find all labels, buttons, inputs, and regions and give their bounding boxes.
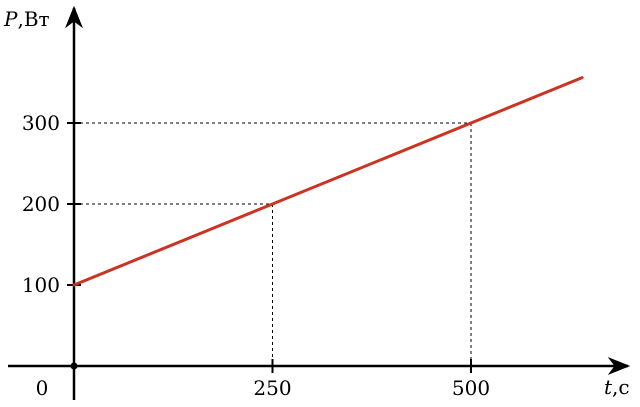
- y-axis-var: P: [3, 7, 18, 31]
- x-tick-label-500: 500: [452, 376, 490, 400]
- y-axis-title: P,Вт: [3, 7, 50, 31]
- x-axis-title: t,с: [604, 375, 630, 399]
- y-tick-label-100: 100: [22, 273, 60, 297]
- x-axis-unit: ,с: [612, 375, 630, 399]
- series-line-0: [72, 76, 584, 287]
- y-tick-label-200: 200: [22, 192, 60, 216]
- y-tick-label-300: 300: [22, 111, 60, 135]
- x-axis-var: t: [604, 375, 613, 399]
- series: [72, 76, 584, 287]
- origin-point: [70, 362, 78, 370]
- guide-lines: [74, 122, 472, 366]
- ticks: 100 200 300 250 500: [22, 111, 490, 400]
- x-tick-label-250: 250: [253, 376, 291, 400]
- origin-label: 0: [36, 376, 49, 400]
- y-axis-unit: ,Вт: [17, 7, 49, 31]
